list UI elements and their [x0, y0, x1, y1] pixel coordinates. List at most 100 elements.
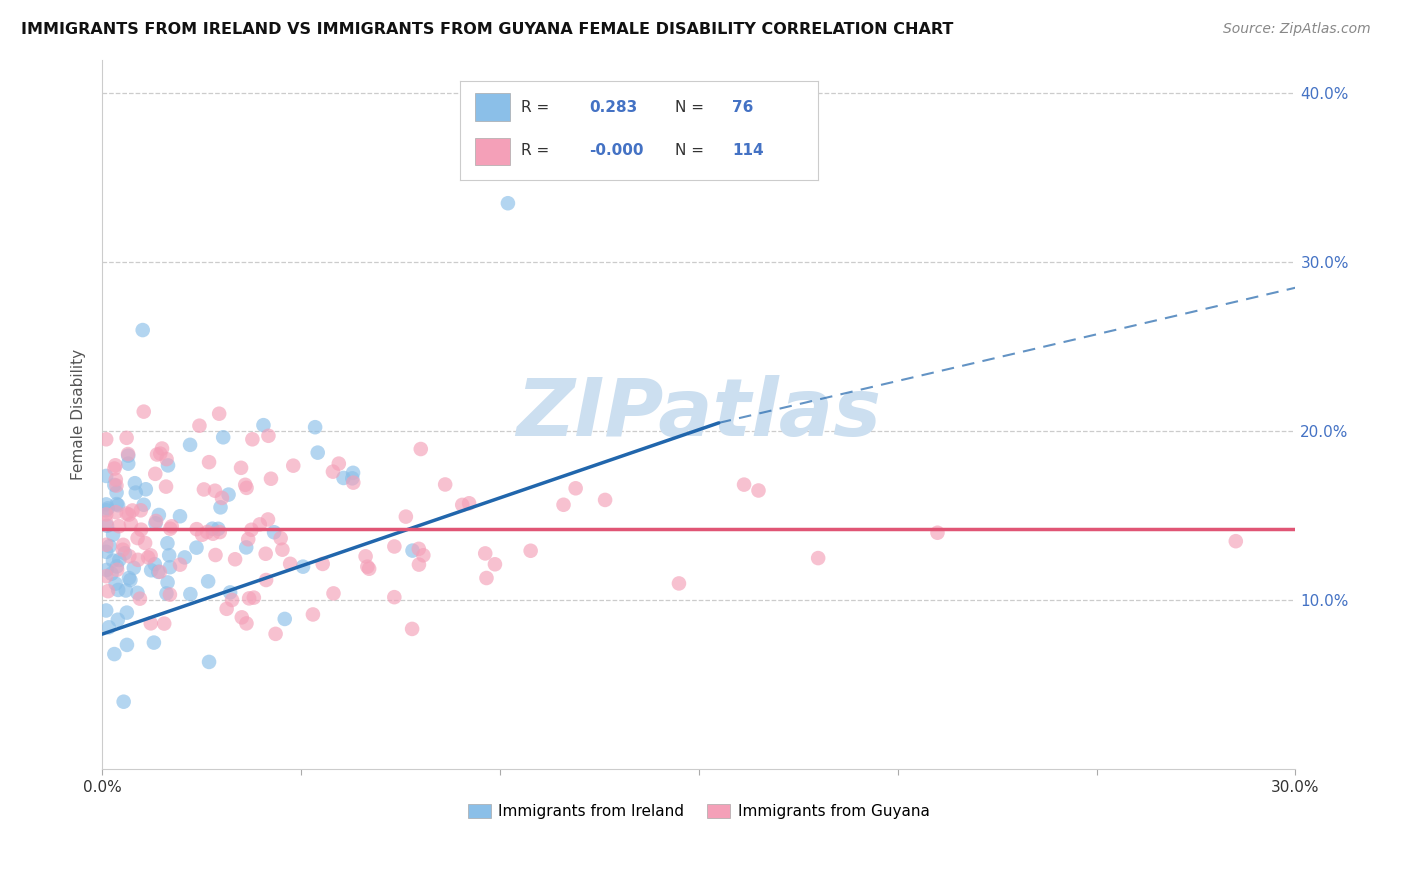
Point [96, 503, 118, 517]
Point [143, 557, 166, 571]
Point [108, 553, 131, 567]
Point [127, 553, 149, 567]
Point [198, 655, 221, 669]
Point [96, 469, 118, 483]
Point [342, 466, 364, 480]
Point [193, 483, 215, 497]
Point [207, 522, 229, 536]
Point [156, 536, 179, 550]
Point [240, 523, 263, 537]
Point [218, 487, 240, 501]
Point [408, 541, 430, 556]
Point [927, 525, 949, 540]
Point [145, 516, 167, 531]
Point [129, 503, 152, 517]
Point [127, 531, 149, 545]
Point [156, 575, 179, 590]
Point [117, 447, 139, 461]
Point [104, 458, 127, 473]
Point [115, 638, 138, 652]
Point [173, 550, 195, 565]
Y-axis label: Female Disability: Female Disability [72, 349, 86, 480]
Point [201, 526, 224, 541]
Point [104, 576, 127, 591]
Point [105, 478, 128, 492]
Point [153, 616, 176, 631]
Point [342, 471, 364, 485]
Point [179, 438, 201, 452]
Point [120, 516, 142, 531]
Point [141, 563, 163, 577]
Point [257, 429, 280, 443]
Point [105, 485, 128, 500]
Point [105, 559, 128, 574]
Point [143, 467, 166, 481]
Point [114, 546, 136, 560]
Point [235, 481, 257, 495]
Point [118, 549, 141, 564]
Legend: Immigrants from Ireland, Immigrants from Guyana: Immigrants from Ireland, Immigrants from… [461, 798, 936, 825]
Point [519, 543, 541, 558]
Point [142, 635, 165, 649]
Point [359, 562, 381, 576]
Point [474, 546, 496, 560]
Point [257, 512, 280, 526]
Point [186, 541, 208, 555]
Point [107, 582, 129, 597]
Point [97, 501, 120, 516]
Point [204, 483, 226, 498]
Point [283, 458, 305, 473]
Point [155, 452, 177, 467]
Point [120, 573, 142, 587]
Point [132, 498, 155, 512]
Point [107, 613, 129, 627]
Point [127, 586, 149, 600]
Point [96, 518, 118, 533]
Point [169, 558, 191, 572]
Point [117, 449, 139, 463]
Point [224, 552, 246, 566]
Point [408, 558, 430, 572]
Point [97, 584, 120, 599]
Point [270, 531, 292, 545]
Point [157, 549, 180, 563]
Point [322, 465, 344, 479]
Point [354, 549, 377, 564]
Point [211, 491, 233, 505]
Point [111, 542, 134, 557]
Point [484, 558, 506, 572]
Point [122, 561, 145, 575]
Point [146, 448, 169, 462]
Point [278, 557, 301, 571]
Point [191, 527, 214, 541]
Point [401, 622, 423, 636]
Point [112, 695, 135, 709]
Point [249, 517, 271, 532]
Point [395, 509, 418, 524]
Point [733, 477, 755, 491]
Point [451, 498, 474, 512]
Point [145, 514, 167, 528]
Point [139, 549, 162, 563]
Text: Source: ZipAtlas.com: Source: ZipAtlas.com [1223, 22, 1371, 37]
Point [307, 445, 329, 459]
Point [159, 588, 181, 602]
Point [149, 447, 172, 461]
Point [98, 539, 121, 553]
Point [231, 610, 253, 624]
Point [238, 591, 260, 606]
Point [209, 500, 232, 515]
Point [238, 533, 260, 547]
Point [208, 407, 231, 421]
Point [104, 473, 127, 487]
Point [254, 547, 277, 561]
Point [254, 573, 277, 587]
Point [103, 647, 125, 661]
Point [235, 541, 257, 555]
Point [401, 543, 423, 558]
Point [229, 460, 252, 475]
Point [129, 591, 152, 606]
Point [271, 542, 294, 557]
Point [135, 483, 157, 497]
Point [264, 627, 287, 641]
